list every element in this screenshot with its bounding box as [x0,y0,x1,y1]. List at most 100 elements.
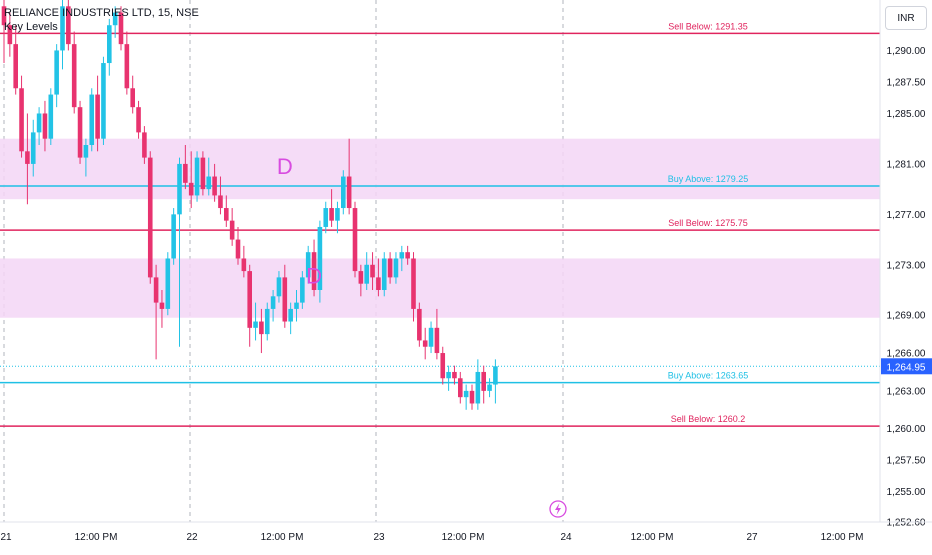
candle [218,176,223,215]
axes: 1,290.00 1,287.50 1,285.00 1,281.00 1,277.00… [0,0,932,543]
candle [1,0,7,64]
candle [335,201,340,234]
supply-demand-zone [0,138,880,200]
y-tick-label: 1,287.50 [887,77,926,88]
y-tick-label: 1,277.00 [887,210,926,221]
candle-body [469,390,475,404]
candle [36,107,42,145]
candle [259,308,264,354]
candle-body [341,176,346,209]
pattern-marker: D [277,154,293,179]
candle-body [66,6,71,45]
candle [142,126,147,164]
candle-body [147,157,153,278]
candle [130,75,135,114]
candle-body [136,107,141,133]
candle [493,359,498,404]
candle [159,290,165,328]
candle-body [405,252,410,259]
candle-body [264,308,270,335]
chart-legend: RELIANCE INDUSTRIES LTD, 15, NSE Key Lev… [4,6,199,34]
y-tick-label: 1,281.00 [887,159,926,170]
candle-body [282,277,288,322]
candle-body [458,378,463,398]
candle-body [188,182,194,196]
currency-button[interactable]: INR [885,6,927,30]
grid [3,0,564,522]
candle [206,157,212,196]
candle-body [323,208,329,227]
candle-body [393,258,399,278]
candle-body [19,88,24,152]
key-levels: Sell Below: 1291.35 Buy Above: 1279.25 Sel… [0,21,880,427]
x-tick-label: 12:00 PM [442,532,485,543]
candle-body [241,258,247,272]
symbol-title: RELIANCE INDUSTRIES LTD, 15, NSE [4,7,199,19]
candle-body [370,264,375,278]
sell-level-label: Sell Below: 1275.75 [668,218,748,228]
candle-body [95,94,100,139]
candle-body [229,220,235,240]
current-price-tag [881,358,932,375]
candle-body [253,321,258,328]
candle-body [212,176,217,196]
candle [405,245,410,265]
candle-body [276,277,282,297]
candle-body [177,163,182,215]
candle-body [165,258,171,309]
candle [458,371,463,404]
candle [253,302,258,341]
candle-body [288,308,293,322]
candle-body [300,277,305,303]
candle-body [475,371,481,404]
buy-level-label: Buy Above: 1263.65 [668,371,749,381]
candle-body [381,258,387,290]
candle-body [206,176,212,190]
candle-body [411,258,416,309]
candle [288,302,293,335]
candle-body [376,277,381,290]
candle [417,302,422,347]
candle [487,378,492,398]
candle [165,252,171,316]
candle [30,119,36,177]
candle [13,25,18,95]
candle [83,138,89,177]
candle [481,365,486,404]
candle-body [7,25,13,45]
candle-body [142,132,147,158]
y-tick-label: 1,269.00 [887,311,926,322]
candle-body [13,44,18,89]
candle-body [25,151,30,164]
candle-body [101,63,106,139]
candle-body [270,296,276,309]
lightning-icon-bolt [555,503,561,515]
candle-body [1,6,7,26]
candle [241,245,247,278]
candle-body [387,258,393,278]
candle [475,359,481,410]
candle-body [171,214,176,259]
candle [428,321,434,354]
candle [446,365,451,391]
candle [194,151,200,202]
candle-body [247,271,252,328]
candle [276,271,282,303]
candle [118,6,124,51]
candle-body [440,353,446,379]
candle-body [335,208,340,221]
candle [136,100,141,139]
candle [153,264,159,360]
candle [311,239,317,297]
candle [270,290,276,322]
candle [19,75,24,158]
candle-body [89,94,95,145]
candle [305,245,311,284]
candle [89,88,95,152]
candle [107,18,112,76]
y-tick-label: 1,255.00 [887,487,926,498]
candle-body [77,107,83,158]
candle [229,208,235,246]
